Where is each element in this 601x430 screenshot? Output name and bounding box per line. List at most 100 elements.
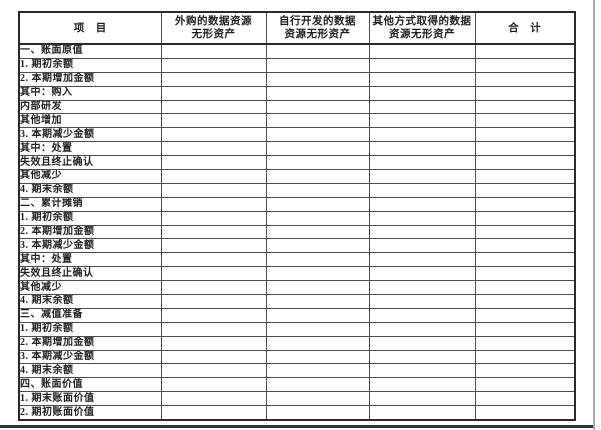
value-cell bbox=[368, 57, 476, 73]
value-cell bbox=[265, 127, 370, 143]
row-label-cell: 其中：购入 bbox=[18, 85, 162, 101]
value-cell bbox=[160, 127, 267, 143]
column-header-other-acquired-data-assets: 其他方式取得的数据 资源无形资产 bbox=[368, 11, 476, 45]
value-cell bbox=[265, 224, 370, 240]
row-label-cell: 4. 期末余额 bbox=[18, 294, 162, 309]
value-cell bbox=[474, 57, 576, 73]
value-cell bbox=[265, 182, 370, 198]
row-label-cell: 2. 本期增加金额 bbox=[18, 71, 162, 87]
value-cell bbox=[160, 141, 267, 157]
value-cell bbox=[265, 113, 370, 129]
table-row: 2. 本期增加金额 bbox=[18, 335, 576, 351]
row-label-cell: 其他减少 bbox=[18, 169, 162, 184]
value-cell bbox=[474, 155, 576, 171]
value-cell bbox=[368, 113, 476, 129]
value-cell bbox=[160, 349, 267, 365]
value-cell bbox=[160, 57, 267, 73]
table-row: 3. 本期减少金额 bbox=[18, 127, 576, 143]
value-cell bbox=[160, 363, 267, 379]
value-cell bbox=[160, 196, 267, 212]
value-cell bbox=[474, 85, 576, 101]
value-cell bbox=[265, 71, 370, 87]
table-row: 失效且终止确认 bbox=[18, 266, 576, 282]
table-row: 失效且终止确认 bbox=[18, 155, 576, 171]
value-cell bbox=[160, 182, 267, 198]
row-label-cell: 1. 期初余额 bbox=[18, 321, 162, 337]
value-cell bbox=[474, 71, 576, 87]
page-edge-right-shadow bbox=[593, 0, 595, 430]
row-label-cell: 1. 期初余额 bbox=[18, 210, 162, 226]
value-cell bbox=[368, 391, 476, 407]
value-cell bbox=[474, 307, 576, 323]
value-cell bbox=[368, 99, 476, 115]
value-cell bbox=[368, 252, 476, 268]
value-cell bbox=[368, 210, 476, 226]
value-cell bbox=[368, 321, 476, 337]
row-label-cell: 二、累计摊销 bbox=[18, 196, 162, 212]
row-label-cell: 2. 本期增加金额 bbox=[18, 224, 162, 240]
value-cell bbox=[160, 391, 267, 407]
value-cell bbox=[265, 280, 370, 296]
row-label-cell: 其他减少 bbox=[18, 280, 162, 296]
value-cell bbox=[160, 99, 267, 115]
value-cell bbox=[474, 294, 576, 309]
value-cell bbox=[474, 238, 576, 254]
table-row: 其他减少 bbox=[18, 280, 576, 296]
value-cell bbox=[160, 307, 267, 323]
row-label-cell: 一、账面原值 bbox=[18, 43, 162, 59]
value-cell bbox=[265, 335, 370, 351]
value-cell bbox=[265, 141, 370, 157]
value-cell bbox=[160, 377, 267, 393]
value-cell bbox=[368, 155, 476, 171]
table-row: 1. 期初余额 bbox=[18, 321, 576, 337]
row-label-cell: 3. 本期减少金额 bbox=[18, 349, 162, 365]
value-cell bbox=[160, 252, 267, 268]
value-cell bbox=[265, 377, 370, 393]
row-label-cell: 失效且终止确认 bbox=[18, 266, 162, 282]
table-row: 内部研发 bbox=[18, 99, 576, 115]
value-cell bbox=[368, 405, 476, 421]
value-cell bbox=[474, 266, 576, 282]
value-cell bbox=[368, 169, 476, 184]
row-label-cell: 其他增加 bbox=[18, 113, 162, 129]
row-label-cell: 4. 期末余额 bbox=[18, 363, 162, 379]
value-cell bbox=[474, 113, 576, 129]
value-cell bbox=[474, 182, 576, 198]
value-cell bbox=[474, 141, 576, 157]
value-cell bbox=[160, 155, 267, 171]
value-cell bbox=[368, 307, 476, 323]
value-cell bbox=[265, 196, 370, 212]
value-cell bbox=[474, 127, 576, 143]
column-header-self-developed-data-assets: 自行开发的数据 资源无形资产 bbox=[265, 11, 370, 45]
value-cell bbox=[368, 43, 476, 59]
value-cell bbox=[160, 43, 267, 59]
value-cell bbox=[160, 85, 267, 101]
value-cell bbox=[368, 196, 476, 212]
table-row: 其他减少 bbox=[18, 169, 576, 184]
row-label-cell: 四、账面价值 bbox=[18, 377, 162, 393]
table-row: 其中：处置 bbox=[18, 252, 576, 268]
row-label-cell: 三、减值准备 bbox=[18, 307, 162, 323]
table-row: 一、账面原值 bbox=[18, 43, 576, 59]
value-cell bbox=[265, 294, 370, 309]
row-label-cell: 3. 本期减少金额 bbox=[18, 238, 162, 254]
row-label-cell: 内部研发 bbox=[18, 99, 162, 115]
value-cell bbox=[265, 57, 370, 73]
value-cell bbox=[160, 335, 267, 351]
row-label-cell: 其中：处置 bbox=[18, 252, 162, 268]
value-cell bbox=[265, 266, 370, 282]
value-cell bbox=[368, 85, 476, 101]
table-row: 1. 期初余额 bbox=[18, 210, 576, 226]
value-cell bbox=[474, 196, 576, 212]
value-cell bbox=[265, 252, 370, 268]
value-cell bbox=[160, 266, 267, 282]
value-cell bbox=[160, 405, 267, 421]
value-cell bbox=[474, 280, 576, 296]
data-resource-intangible-assets-table: 项 目 外购的数据资源 无形资产 自行开发的数据 资源无形资产 其他方式取得的数… bbox=[18, 11, 576, 422]
value-cell bbox=[474, 377, 576, 393]
value-cell bbox=[265, 155, 370, 171]
row-label-cell: 3. 本期减少金额 bbox=[18, 127, 162, 143]
table-row: 其他增加 bbox=[18, 113, 576, 129]
value-cell bbox=[474, 349, 576, 365]
